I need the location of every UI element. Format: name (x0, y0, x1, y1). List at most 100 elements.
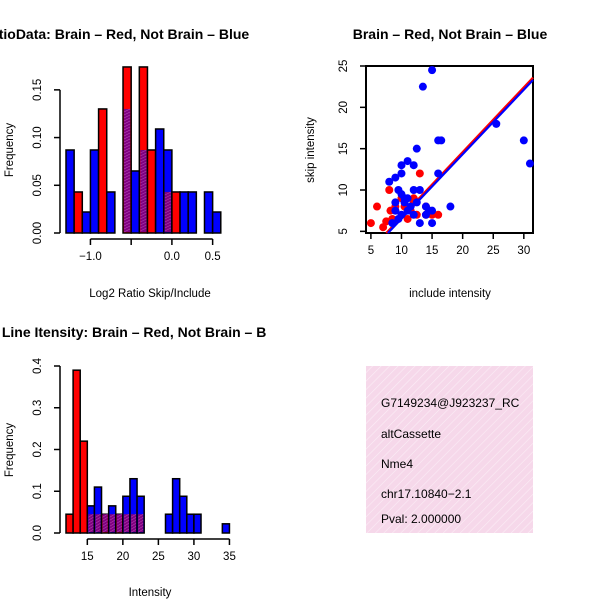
intensity-hatch-5 (102, 519, 108, 524)
intensity-hatch-10 (137, 528, 144, 533)
scatter-point-notbrain-1 (388, 219, 397, 228)
ratio-hatch-7 (123, 111, 131, 116)
ratio-hatch-7 (123, 108, 131, 113)
ratio-hatch-9 (140, 182, 147, 187)
ratio-hatch-9 (140, 227, 147, 232)
ratio-hatch-7 (123, 192, 131, 197)
ratio-bar-4 (97, 108, 108, 234)
scatter-point-notbrain-36 (519, 136, 528, 145)
ratio-hatch-9 (140, 152, 147, 157)
ratio-y-tick-label-3: 0.15 (32, 79, 44, 101)
intensity-x-tick-label-3: 30 (188, 551, 201, 563)
ratio-hatch-12 (164, 191, 172, 196)
scatter-y-tick-label-0: 5 (338, 228, 350, 234)
ratio-bar-10 (146, 149, 157, 234)
intensity-overlap-9 (130, 514, 137, 532)
intensity-y-tick-label-3: 0.3 (32, 400, 44, 416)
intensity-hatch-6 (109, 528, 115, 533)
ratio-hatch-7 (123, 156, 131, 161)
scatter-point-notbrain-30 (428, 66, 437, 75)
scatter-xlabel: include intensity (409, 288, 491, 300)
scatter-point-notbrain-3 (391, 198, 400, 207)
intensity-histogram-title: Exon Line Itensity: Brain – Red, Not Bra… (0, 324, 266, 340)
scatter-point-brain-3 (382, 217, 391, 226)
ratio-hatch-12 (164, 209, 172, 214)
ratio-hatch-12 (164, 203, 172, 208)
intensity-hatch-5 (102, 522, 108, 527)
intensity-hatch-3 (88, 528, 94, 533)
ratio-hatch-7 (123, 153, 131, 158)
scatter-x-tick-label-3: 20 (456, 245, 469, 257)
ratio-hatch-9 (140, 158, 147, 163)
scatter-point-brain-4 (385, 186, 394, 195)
ratio-hatch-7 (123, 198, 131, 203)
intensity-hatch-5 (102, 525, 108, 530)
intensity-hatch-6 (109, 525, 115, 530)
ratio-hatch-9 (140, 167, 147, 172)
ratio-hatch-9 (140, 203, 147, 208)
info-box-hatching (366, 366, 533, 533)
ratio-bar-17 (203, 191, 214, 234)
ratio-hatch-7 (123, 150, 131, 155)
scatter-point-notbrain-18 (409, 186, 418, 195)
ratio-hatch-7 (123, 183, 131, 188)
intensity-bar-16 (178, 495, 188, 534)
scatter-point-notbrain-22 (415, 219, 424, 228)
ratio-overlap-9 (140, 149, 147, 232)
ratio-hatch-12 (164, 200, 172, 205)
ratio-hatch-7 (123, 219, 131, 224)
ratio-hatch-9 (140, 188, 147, 193)
ratio-hatch-12 (164, 224, 172, 229)
info-probe-id: G7149234@J923237_RC (381, 396, 520, 410)
intensity-hatch-8 (123, 525, 130, 530)
intensity-hatch-9 (130, 528, 137, 533)
intensity-histogram-xlabel: Intensity (129, 587, 172, 599)
intensity-x-tick-label-1: 20 (116, 551, 129, 563)
scatter-title: Brain – Red, Not Brain – Blue (353, 26, 548, 42)
intensity-bar-22 (221, 523, 231, 534)
ratio-hatch-7 (123, 129, 131, 134)
ratio-hatch-9 (140, 224, 147, 229)
intensity-overlap-4 (95, 514, 101, 532)
ratio-hatch-7 (123, 141, 131, 146)
ratio-histogram-axes: −1.0 0.0 0.5 0.00 0.05 0.10 0.15 (32, 79, 221, 263)
ratio-hatch-9 (140, 176, 147, 181)
intensity-overlap-5 (102, 514, 108, 532)
ratio-hatch-7 (123, 144, 131, 149)
scatter-point-notbrain-8 (397, 169, 406, 178)
ratio-hatch-9 (140, 191, 147, 196)
ratio-histogram-xlabel: Log2 Ratio Skip/Include (89, 288, 210, 300)
intensity-hatch-9 (130, 525, 137, 530)
ratio-hatch-9 (140, 155, 147, 160)
intensity-hatch-6 (109, 513, 115, 518)
scatter-point-notbrain-37 (525, 159, 534, 168)
info-pvalue: Pval: 2.000000 (381, 512, 461, 526)
ratio-hatch-12 (164, 215, 172, 220)
intensity-hatch-10 (137, 522, 144, 527)
ratio-y-tick-label-2: 0.10 (32, 126, 44, 148)
scatter-point-brain-20 (434, 210, 443, 219)
scatter-point-notbrain-13 (403, 157, 412, 166)
intensity-hatch-6 (109, 519, 115, 524)
intensity-hatch-3 (88, 519, 94, 524)
ratio-hatch-7 (123, 165, 131, 170)
scatter-point-notbrain-33 (437, 136, 446, 145)
intensity-bar-1 (72, 369, 81, 534)
ratio-bar-0 (65, 149, 75, 234)
ratio-bar-11 (154, 128, 165, 234)
info-gene-name: Nme4 (381, 457, 413, 471)
ratio-bar-5 (105, 191, 116, 234)
intensity-overlap-7 (116, 514, 122, 532)
intensity-hatch-10 (137, 516, 144, 521)
scatter-point-notbrain-29 (428, 206, 437, 215)
scatter-y-tick-label-2: 15 (338, 142, 350, 155)
ratio-hatch-9 (140, 206, 147, 211)
ratio-hatch-7 (123, 195, 131, 200)
intensity-hatch-8 (123, 519, 130, 524)
ratio-hatch-7 (123, 162, 131, 167)
ratio-hatch-9 (140, 221, 147, 226)
info-location: chr17.10840−2.1 (381, 487, 472, 501)
intensity-hatch-10 (137, 513, 144, 518)
scatter-x-tick-label-1: 10 (395, 245, 408, 257)
ratio-hatch-12 (164, 218, 172, 223)
